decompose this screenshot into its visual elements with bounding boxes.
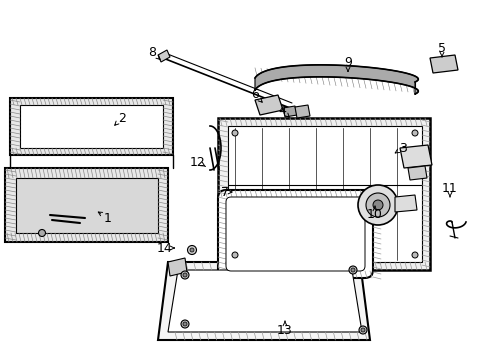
Text: 11: 11: [441, 181, 457, 194]
Text: 1: 1: [104, 211, 112, 225]
Polygon shape: [20, 105, 163, 148]
Circle shape: [181, 320, 189, 328]
Circle shape: [183, 273, 186, 277]
Text: 3: 3: [398, 141, 406, 154]
Text: 14: 14: [157, 242, 173, 255]
Circle shape: [181, 271, 189, 279]
Polygon shape: [407, 166, 426, 180]
Circle shape: [360, 328, 364, 332]
Polygon shape: [168, 270, 361, 332]
Polygon shape: [10, 98, 173, 155]
Polygon shape: [5, 168, 168, 242]
Circle shape: [39, 230, 45, 237]
Polygon shape: [429, 55, 457, 73]
Polygon shape: [158, 50, 170, 62]
Circle shape: [411, 252, 417, 258]
Circle shape: [190, 248, 194, 252]
Text: 2: 2: [118, 112, 126, 125]
Text: 4: 4: [278, 104, 285, 117]
Circle shape: [231, 130, 238, 136]
Polygon shape: [227, 126, 421, 262]
Text: 12: 12: [190, 156, 205, 168]
Polygon shape: [158, 262, 369, 340]
Polygon shape: [394, 195, 416, 212]
Circle shape: [372, 200, 382, 210]
Text: 10: 10: [366, 208, 382, 221]
Text: 8: 8: [148, 45, 156, 58]
Circle shape: [231, 252, 238, 258]
Circle shape: [411, 130, 417, 136]
Polygon shape: [399, 145, 431, 168]
Circle shape: [358, 326, 366, 334]
Polygon shape: [254, 65, 417, 94]
Polygon shape: [218, 118, 429, 270]
Circle shape: [348, 266, 356, 274]
Circle shape: [357, 185, 397, 225]
FancyBboxPatch shape: [218, 190, 372, 278]
Circle shape: [350, 268, 354, 272]
Circle shape: [365, 193, 389, 217]
Text: 9: 9: [344, 55, 351, 68]
Polygon shape: [294, 105, 309, 118]
Polygon shape: [283, 106, 296, 117]
Text: 5: 5: [437, 41, 445, 54]
Text: 6: 6: [250, 89, 259, 102]
Polygon shape: [168, 258, 186, 276]
Text: 7: 7: [221, 185, 228, 198]
Polygon shape: [254, 95, 283, 115]
Circle shape: [187, 246, 196, 255]
Circle shape: [183, 322, 186, 326]
Polygon shape: [16, 178, 158, 233]
Text: 13: 13: [277, 324, 292, 337]
FancyBboxPatch shape: [225, 197, 364, 271]
